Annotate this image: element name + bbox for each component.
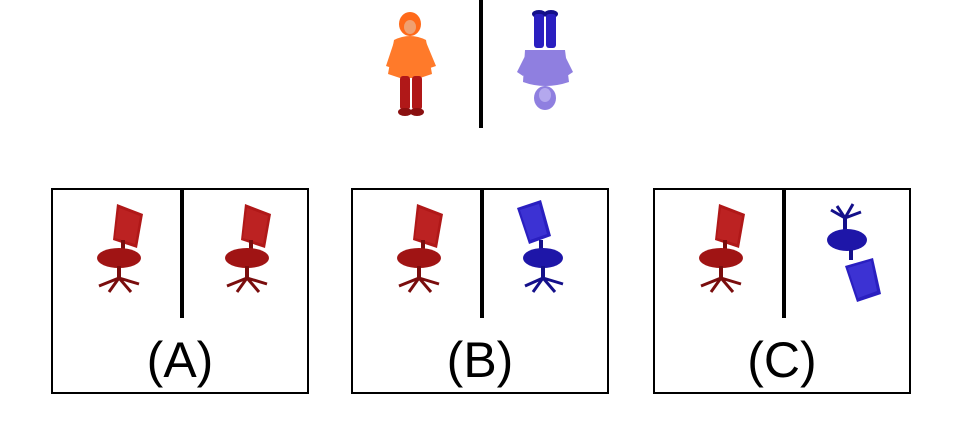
office-chair-icon — [699, 204, 745, 293]
reference-divider — [479, 0, 483, 128]
office-chair-icon — [225, 204, 271, 293]
person-upright-icon — [386, 12, 436, 116]
option-divider — [782, 190, 786, 318]
office-chair-icon — [517, 200, 564, 293]
option-label: (B) — [446, 332, 514, 388]
option-b[interactable]: (B) — [351, 188, 609, 394]
option-label: (A) — [146, 332, 214, 388]
office-chair-icon — [397, 204, 443, 293]
person-upside-down-icon — [517, 10, 573, 110]
option-label: (C) — [747, 332, 817, 388]
office-chair-icon — [97, 204, 143, 293]
office-chair-icon — [827, 203, 881, 302]
option-divider — [180, 190, 184, 318]
option-c[interactable]: (C) — [653, 188, 911, 394]
option-a[interactable]: (A) — [51, 188, 309, 394]
option-divider — [480, 190, 484, 318]
